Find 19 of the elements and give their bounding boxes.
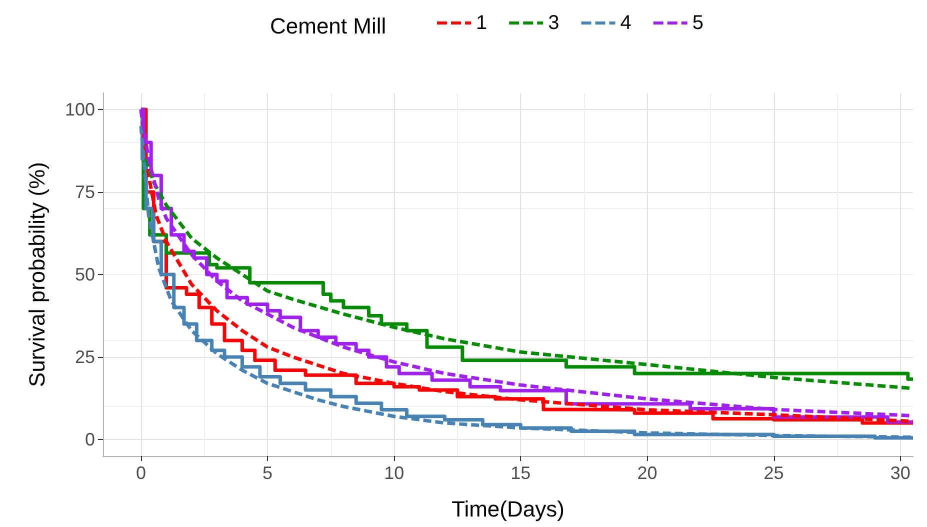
x-tick-label: 5 xyxy=(262,463,273,483)
x-tick-label: 0 xyxy=(136,463,146,483)
legend-title: Cement Mill xyxy=(270,14,386,38)
legend-label: 5 xyxy=(692,12,704,34)
y-axis-title: Survival probability (%) xyxy=(24,162,50,387)
x-axis-title: Time(Days) xyxy=(452,496,564,522)
legend-label: 4 xyxy=(620,12,632,34)
x-tick-label: 10 xyxy=(384,463,404,483)
legend-label: 1 xyxy=(476,12,488,34)
y-tick-label: 75 xyxy=(74,182,95,202)
y-tick-label: 100 xyxy=(64,100,95,120)
x-tick-label: 30 xyxy=(890,463,910,483)
x-tick-label: 15 xyxy=(510,463,531,483)
y-tick-label: 0 xyxy=(84,430,95,450)
y-tick-label: 50 xyxy=(74,264,95,284)
x-tick-label: 20 xyxy=(637,463,658,483)
y-tick-label: 25 xyxy=(74,347,95,367)
x-tick-label: 25 xyxy=(764,463,784,483)
legend-label: 3 xyxy=(548,12,560,34)
